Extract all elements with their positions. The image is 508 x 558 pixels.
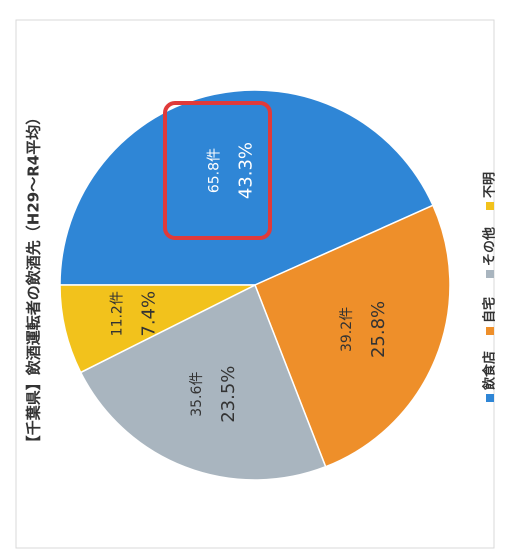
highlight-box <box>163 101 272 240</box>
legend: 飲食店 自宅 その他 不明 <box>482 172 498 402</box>
value-label: 25.8% <box>368 301 389 358</box>
count-label: 39.2件 <box>339 307 355 352</box>
chart-title: 【千葉県】飲酒運転者の飲酒先（H29～R4平均） <box>25 110 43 450</box>
legend-label: その他 <box>482 227 498 266</box>
count-label: 35.6件 <box>189 372 205 417</box>
pie-slice <box>59 89 434 286</box>
count-label: 65.8件 <box>207 148 223 193</box>
legend-swatch <box>486 202 494 210</box>
pie-slice <box>79 283 327 481</box>
legend-swatch <box>486 270 494 278</box>
legend-swatch <box>486 394 494 402</box>
value-label: 23.5% <box>218 366 239 423</box>
count-label: 11.2件 <box>110 291 126 336</box>
pie-slice <box>254 204 451 468</box>
legend-label: 飲食店 <box>482 351 498 391</box>
legend-label: 自宅 <box>482 297 498 323</box>
legend-swatch <box>486 327 494 335</box>
value-label: 7.4% <box>139 291 160 337</box>
pie-slice <box>59 284 256 374</box>
legend-label: 不明 <box>483 172 498 198</box>
value-label: 43.3% <box>236 142 257 199</box>
